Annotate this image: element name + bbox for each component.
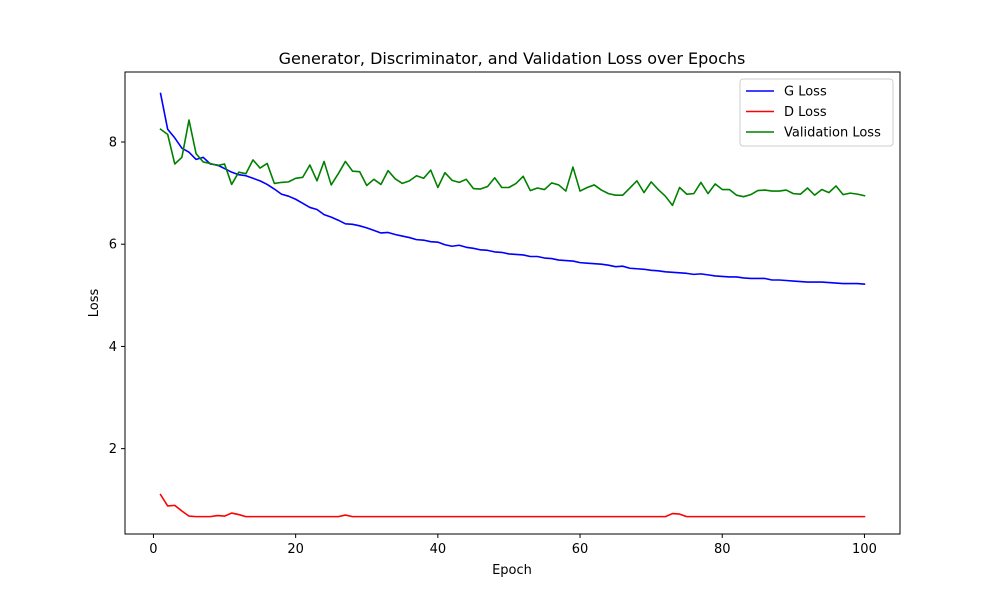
y-tick-label: 4 (109, 340, 117, 355)
y-axis-label: Loss (87, 289, 102, 318)
y-tick-label: 2 (109, 442, 117, 457)
x-tick-label: 20 (287, 542, 304, 557)
x-axis-ticks: 0 20 40 60 80 100 (149, 534, 877, 557)
legend-box (739, 78, 894, 147)
x-tick-label: 40 (430, 542, 447, 557)
plot-area-frame (124, 71, 901, 535)
legend-label-validation-loss: Validation Loss (784, 126, 881, 141)
legend-label-g-loss: G Loss (784, 85, 827, 100)
series-line-d-loss (159, 493, 866, 518)
legend-entries: G Loss D Loss Validation Loss (746, 85, 881, 141)
plot-lines (159, 92, 866, 518)
x-tick-label: 80 (714, 542, 731, 557)
y-tick-label: 8 (109, 136, 117, 151)
y-axis-ticks: 2 4 6 8 (109, 136, 125, 457)
legend: G Loss D Loss Validation Loss (739, 78, 894, 147)
x-tick-label: 60 (572, 542, 589, 557)
x-tick-label: 0 (149, 542, 157, 557)
series-line-validation-loss (159, 119, 866, 207)
x-axis-label: Epoch (492, 563, 532, 578)
x-tick-label: 100 (852, 542, 877, 557)
series-line-g-loss (159, 92, 866, 285)
legend-label-d-loss: D Loss (784, 105, 827, 120)
chart-title: Generator, Discriminator, and Validation… (279, 49, 746, 68)
y-tick-label: 6 (109, 238, 117, 253)
